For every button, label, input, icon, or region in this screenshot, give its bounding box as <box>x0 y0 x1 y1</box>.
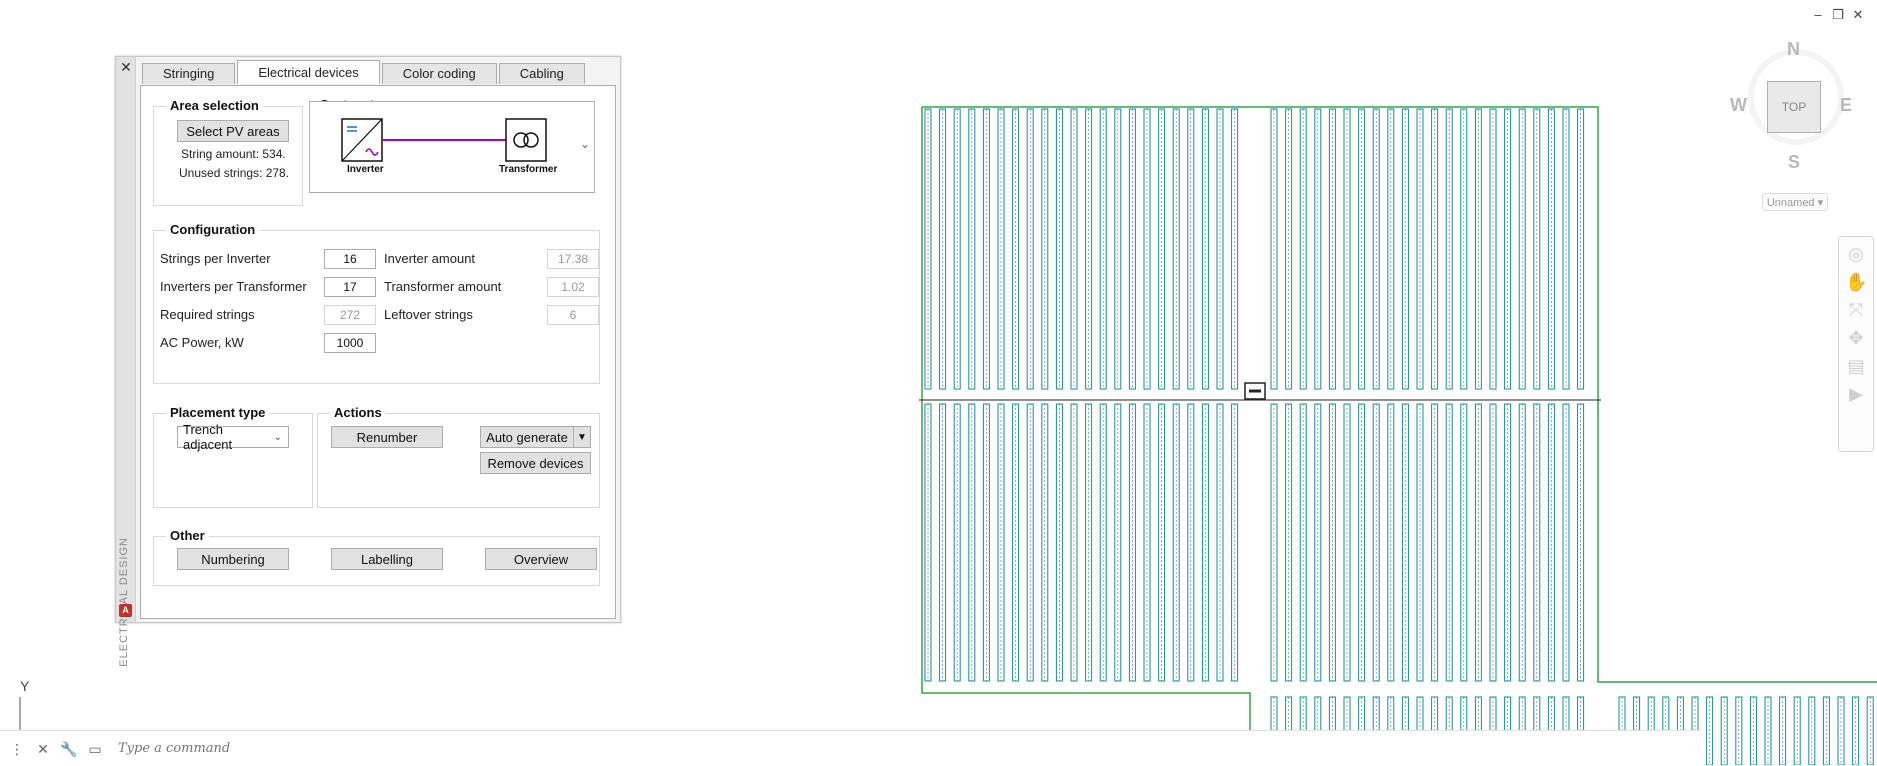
tab-body: Area selection Select PV areas String am… <box>140 85 616 619</box>
electrical-design-panel: ✕ ELECTRICAL DESIGN A Stringing Electric… <box>115 56 621 667</box>
ucs-y-label: Y <box>20 678 30 694</box>
inverter-amount-label: Inverter amount <box>384 251 476 266</box>
transformer-amount-value: 1.02 <box>547 277 599 297</box>
pv-rows <box>924 108 1874 765</box>
showmotion-icon[interactable]: ▤ <box>1847 356 1865 376</box>
actions-group: Actions Renumber Auto generate ▼ Remove … <box>317 405 600 508</box>
grip-icon[interactable]: ⋮ <box>10 740 24 757</box>
command-line: ⋮ ✕ 🔧 ▭ <box>0 730 1700 766</box>
auto-generate-button[interactable]: Auto generate <box>480 426 574 448</box>
placement-type-group: Placement type Trench adjacent ⌄ <box>153 405 313 508</box>
ucs-menu[interactable]: Unnamed ▾ <box>1762 193 1828 211</box>
compass-east[interactable]: E <box>1840 95 1853 115</box>
customize-icon[interactable]: 🔧 <box>60 740 78 757</box>
tab-cabling[interactable]: Cabling <box>498 63 585 84</box>
required-strings-value: 272 <box>324 305 376 325</box>
transformer-label: Transformer <box>499 164 558 175</box>
leftover-strings-value: 6 <box>547 305 599 325</box>
recent-commands-icon[interactable]: ▭ <box>88 740 102 757</box>
system-type-diagram: ⌄ <box>341 118 590 162</box>
other-title: Other <box>166 528 209 543</box>
window-controls: – ❐ ✕ <box>1811 8 1865 22</box>
labelling-button[interactable]: Labelling <box>331 548 443 570</box>
caret-down-icon: ▼ <box>577 431 587 443</box>
minimize-button[interactable]: – <box>1814 7 1822 22</box>
select-pv-areas-button[interactable]: Select PV areas <box>177 120 289 142</box>
ac-power-label: AC Power, kW <box>160 335 244 350</box>
panel-close-icon[interactable]: ✕ <box>120 59 132 75</box>
panel-tabs: Stringing Electrical devices Color codin… <box>142 60 587 85</box>
configuration-title: Configuration <box>166 222 260 237</box>
unused-strings-text: Unused strings: 278. <box>179 166 290 180</box>
ac-power-field[interactable]: 1000 <box>324 333 376 353</box>
zoom-extents-icon[interactable]: ⤧ <box>1848 300 1864 320</box>
leftover-strings-label: Leftover strings <box>384 307 473 322</box>
area-selection-group: Area selection Select PV areas String am… <box>153 98 303 206</box>
play-icon[interactable]: ▶ <box>1849 384 1863 404</box>
tab-color-coding[interactable]: Color coding <box>381 63 497 84</box>
viewcube-top-face[interactable]: TOP <box>1767 81 1821 133</box>
overview-button[interactable]: Overview <box>485 548 597 570</box>
inverter-label: Inverter <box>347 164 384 175</box>
area-selection-title: Area selection <box>166 98 263 113</box>
compass-west[interactable]: W <box>1730 95 1747 115</box>
pv-area-boundary <box>921 106 1877 740</box>
inverters-per-transformer-field[interactable]: 17 <box>324 277 376 297</box>
numbering-button[interactable]: Numbering <box>177 548 289 570</box>
app-logo-icon[interactable]: A <box>119 604 132 617</box>
drawing-canvas[interactable] <box>915 100 1877 765</box>
navigation-bar: ◎ ✋ ⤧ ✥ ▤ ▶ <box>1838 236 1874 452</box>
placement-type-value: Trench adjacent <box>183 422 233 452</box>
auto-generate-dropdown[interactable]: ▼ <box>573 426 591 448</box>
compass-north[interactable]: N <box>1787 39 1800 59</box>
steering-wheel-icon[interactable]: ◎ <box>1848 244 1864 264</box>
command-line-tools: ⋮ ✕ 🔧 ▭ <box>0 740 106 758</box>
panel-title: ELECTRICAL DESIGN <box>118 537 130 667</box>
orbit-icon[interactable]: ✥ <box>1848 328 1864 348</box>
viewcube[interactable]: N S E W TOP <box>1730 35 1860 175</box>
pan-icon[interactable]: ✋ <box>1845 272 1868 292</box>
tab-electrical-devices[interactable]: Electrical devices <box>237 60 380 84</box>
strings-per-inverter-field[interactable]: 16 <box>324 249 376 269</box>
placement-type-title: Placement type <box>166 405 270 420</box>
close-cmd-icon[interactable]: ✕ <box>37 740 49 757</box>
inverters-per-transformer-label: Inverters per Transformer <box>160 279 307 294</box>
command-input[interactable] <box>116 740 720 757</box>
actions-title: Actions <box>330 405 386 420</box>
chevron-down-icon: ⌄ <box>273 431 282 443</box>
inverter-amount-value: 17.38 <box>547 249 599 269</box>
restore-button[interactable]: ❐ <box>1832 7 1844 22</box>
system-type-selector[interactable]: ⌄ Inverter Transformer <box>309 101 595 193</box>
close-window-button[interactable]: ✕ <box>1852 7 1864 22</box>
viewcube-compass-ring[interactable] <box>1748 49 1844 145</box>
panel-title-strip[interactable]: ✕ ELECTRICAL DESIGN A <box>116 57 136 667</box>
compass-south[interactable]: S <box>1788 152 1801 172</box>
remove-devices-button[interactable]: Remove devices <box>480 452 591 474</box>
string-amount-text: String amount: 534. <box>181 147 286 161</box>
configuration-group: Configuration Strings per Inverter 16 In… <box>153 222 600 384</box>
required-strings-label: Required strings <box>160 307 255 322</box>
svg-text:⌄: ⌄ <box>580 137 590 151</box>
transformer-symbol[interactable] <box>1244 382 1266 400</box>
placement-type-dropdown[interactable]: Trench adjacent ⌄ <box>177 422 289 452</box>
tab-stringing[interactable]: Stringing <box>142 63 236 84</box>
other-group: Other Numbering Labelling Overview <box>153 528 600 586</box>
renumber-button[interactable]: Renumber <box>331 426 443 448</box>
transformer-amount-label: Transformer amount <box>384 279 502 294</box>
strings-per-inverter-label: Strings per Inverter <box>160 251 271 266</box>
